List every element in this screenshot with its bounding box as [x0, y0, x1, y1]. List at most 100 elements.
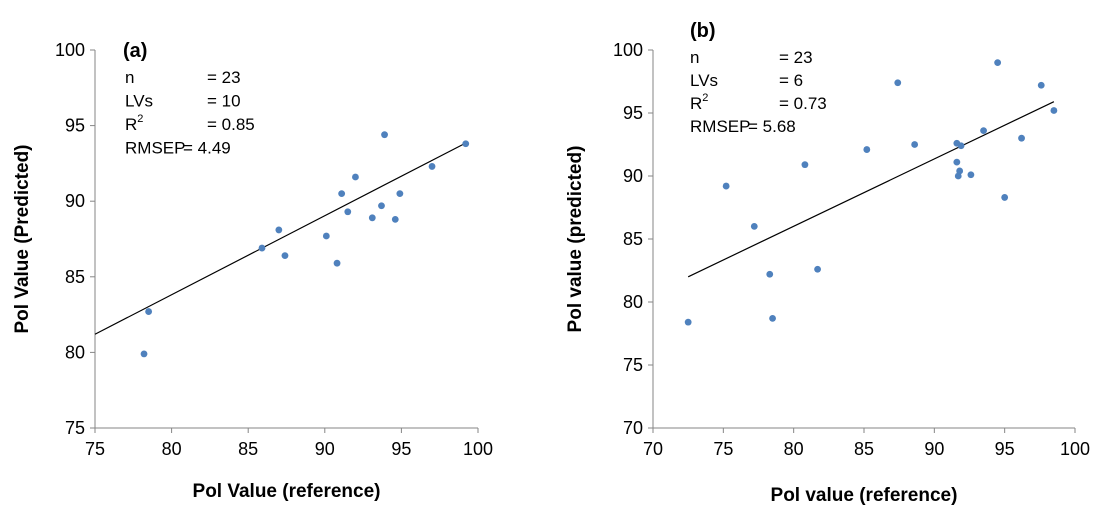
y-tick-label: 95 [65, 116, 85, 136]
y-tick-label: 85 [623, 229, 643, 249]
y-tick-label: 70 [623, 418, 643, 438]
data-point [967, 171, 975, 179]
x-tick-label: 85 [854, 439, 874, 459]
data-point [953, 158, 961, 166]
regression-line [687, 101, 1055, 278]
data-point [322, 232, 330, 240]
y-tick-label: 90 [623, 166, 643, 186]
x-tick-label: 95 [995, 439, 1015, 459]
data-point [145, 308, 153, 315]
stat-key: n [125, 68, 134, 87]
data-point [684, 318, 692, 326]
stat-value: = 5.68 [748, 117, 796, 136]
stat-key: R2 [125, 113, 143, 134]
data-point [462, 140, 470, 148]
data-point [381, 131, 388, 139]
data-point [338, 190, 346, 198]
stat-value: = 0.73 [779, 94, 827, 113]
stat-key-text: n [125, 68, 134, 87]
panel-label: (a) [123, 40, 147, 62]
y-tick-label: 80 [65, 342, 85, 362]
data-point [391, 215, 399, 223]
stat-value: = 10 [207, 92, 241, 111]
stat-key-text: RMSEP [690, 117, 750, 136]
data-point [1001, 194, 1009, 201]
stat-key: LVs [125, 92, 153, 111]
panel-label: (b) [690, 20, 716, 42]
regression-line [94, 141, 468, 335]
x-axis-title: Pol Value (reference) [193, 481, 381, 502]
stat-key-text: RMSEP [125, 139, 185, 158]
stat-value: = 23 [207, 68, 241, 87]
data-point [1050, 107, 1058, 114]
y-tick-label: 75 [65, 418, 85, 438]
stat-superscript: 2 [137, 113, 143, 125]
data-point [428, 163, 436, 170]
chart-panel-a: 75 80 85 90 95 100 75 80 85 90 95 100 Pol Value (ref… [12, 40, 493, 502]
stat-key: RMSEP [125, 139, 185, 158]
data-point [994, 59, 1002, 66]
data-point [378, 202, 385, 210]
stat-key-text: n [690, 48, 699, 67]
y-axis-title: Pol value (predicted) [565, 146, 586, 333]
data-point [396, 190, 404, 198]
data-point [1037, 81, 1045, 89]
data-point [980, 127, 987, 135]
x-tick-label: 80 [162, 439, 182, 459]
stat-value: = 6 [779, 71, 803, 90]
data-point [911, 141, 919, 148]
stat-value: = 4.49 [183, 139, 231, 158]
stat-key: RMSEP [690, 117, 750, 136]
stat-key-text: LVs [125, 92, 153, 111]
x-tick-label: 90 [315, 439, 335, 459]
stat-key-text: LVs [690, 71, 718, 90]
x-tick-label: 80 [784, 439, 804, 459]
stat-value: = 0.85 [207, 115, 255, 134]
data-point [275, 226, 283, 234]
y-tick-label: 90 [65, 191, 85, 211]
y-tick-label: 85 [65, 267, 85, 287]
x-tick-label: 100 [1060, 439, 1090, 459]
stat-key-text: R [125, 115, 137, 134]
data-point [750, 223, 758, 230]
data-point [281, 252, 289, 260]
data-point [140, 350, 148, 358]
data-point [344, 208, 352, 216]
data-point [769, 314, 776, 322]
y-tick-label: 80 [623, 292, 643, 312]
y-tick-label: 75 [623, 355, 643, 375]
data-point [801, 161, 809, 169]
y-tick-label: 100 [55, 40, 85, 60]
data-point [956, 167, 964, 175]
x-axis-title: Pol value (reference) [771, 485, 958, 506]
data-point [352, 173, 359, 181]
stat-key-text: R [690, 94, 702, 113]
stat-key: R2 [690, 92, 708, 113]
x-tick-label: 100 [463, 439, 493, 459]
x-tick-label: 95 [391, 439, 411, 459]
data-point [863, 146, 871, 153]
x-tick-label: 75 [85, 439, 105, 459]
stat-key: n [690, 48, 699, 67]
x-tick-label: 85 [238, 439, 258, 459]
stat-superscript: 2 [702, 92, 708, 104]
data-point [722, 182, 730, 190]
stat-value: = 23 [779, 48, 813, 67]
data-point [368, 214, 376, 222]
data-point [814, 265, 821, 273]
chart-panel-b: 70 75 80 85 90 95 100 70 75 80 85 90 95 100 Pol value … [565, 20, 1090, 506]
y-axis-title: Pol Value (Predicted) [12, 145, 33, 334]
data-point [957, 142, 965, 150]
x-tick-label: 75 [713, 439, 733, 459]
stat-key: LVs [690, 71, 718, 90]
y-tick-label: 95 [623, 103, 643, 123]
y-tick-label: 100 [613, 40, 643, 60]
x-tick-label: 90 [924, 439, 944, 459]
data-point [894, 79, 902, 87]
data-point [766, 270, 774, 278]
data-point [333, 259, 341, 267]
data-point [1018, 134, 1025, 142]
x-tick-label: 70 [643, 439, 663, 459]
data-point [258, 244, 266, 252]
